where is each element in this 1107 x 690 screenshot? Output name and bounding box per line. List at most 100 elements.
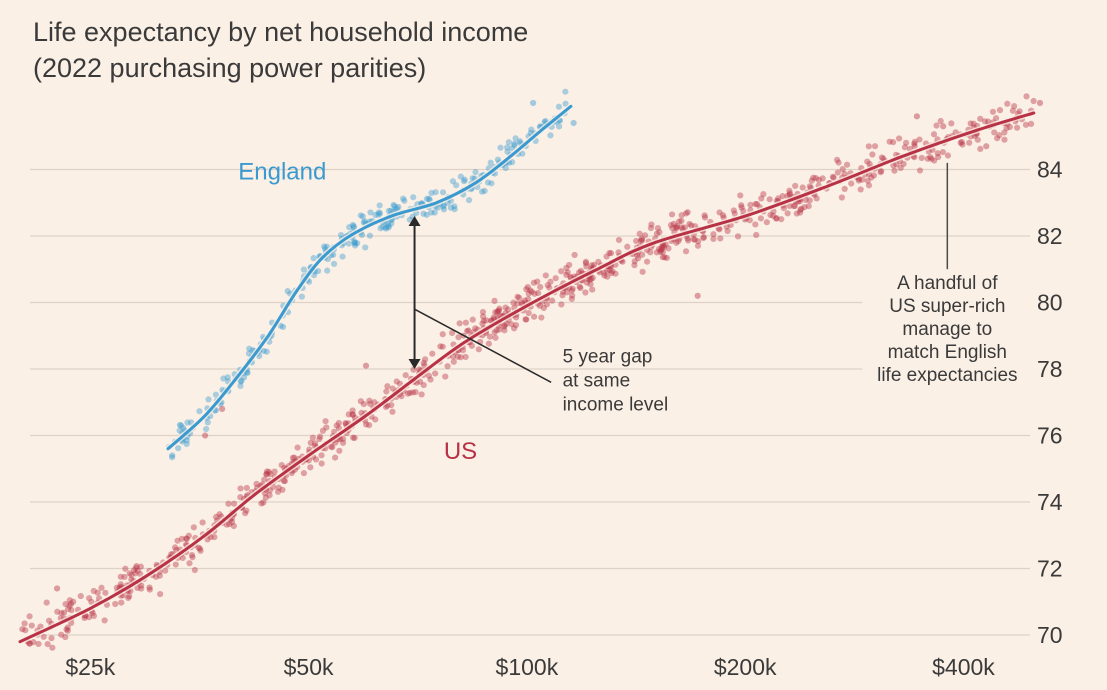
point bbox=[700, 235, 707, 242]
point bbox=[439, 343, 446, 350]
point bbox=[162, 567, 169, 574]
point bbox=[916, 136, 923, 143]
point bbox=[490, 314, 497, 321]
point bbox=[752, 201, 759, 208]
point bbox=[1001, 129, 1008, 136]
point bbox=[357, 212, 364, 219]
point bbox=[491, 297, 498, 304]
point bbox=[991, 129, 998, 136]
point bbox=[339, 253, 346, 260]
point bbox=[184, 419, 191, 426]
point bbox=[688, 222, 695, 229]
point bbox=[686, 220, 693, 228]
point bbox=[501, 323, 508, 330]
point bbox=[710, 235, 717, 243]
point bbox=[535, 289, 542, 297]
point bbox=[806, 197, 813, 204]
point bbox=[893, 161, 900, 168]
point bbox=[615, 249, 622, 256]
point bbox=[449, 329, 456, 337]
y-tick-label-0: 70 bbox=[1037, 622, 1063, 648]
point bbox=[577, 284, 584, 292]
point bbox=[439, 189, 447, 196]
point bbox=[300, 266, 307, 273]
point bbox=[582, 289, 589, 296]
point bbox=[878, 167, 885, 175]
point bbox=[117, 573, 124, 580]
point bbox=[511, 140, 518, 147]
point bbox=[230, 522, 237, 530]
point bbox=[339, 435, 347, 442]
point bbox=[546, 284, 553, 291]
point bbox=[278, 461, 285, 469]
point bbox=[895, 135, 903, 142]
point bbox=[752, 221, 759, 228]
point bbox=[1001, 136, 1008, 143]
point bbox=[864, 177, 871, 184]
point bbox=[558, 301, 565, 308]
point bbox=[125, 594, 132, 602]
point bbox=[48, 635, 55, 642]
point bbox=[778, 216, 785, 223]
point bbox=[465, 327, 472, 334]
point bbox=[582, 258, 589, 265]
point bbox=[390, 201, 397, 209]
gridlines: 70 72 74 76 78 80 82 84 $25k $50k $100k $200k $400k bbox=[30, 157, 1063, 680]
point bbox=[497, 144, 504, 151]
point bbox=[350, 223, 357, 230]
point bbox=[483, 317, 490, 324]
point bbox=[457, 173, 464, 180]
point bbox=[678, 212, 685, 219]
point bbox=[138, 582, 145, 589]
point bbox=[514, 300, 521, 307]
point bbox=[928, 155, 935, 162]
point bbox=[501, 322, 508, 329]
point bbox=[857, 186, 864, 193]
point bbox=[440, 206, 448, 213]
point bbox=[570, 119, 577, 127]
point bbox=[117, 581, 124, 588]
point bbox=[608, 270, 615, 277]
point bbox=[813, 195, 820, 202]
point bbox=[1016, 108, 1023, 115]
point bbox=[937, 117, 944, 125]
point bbox=[375, 209, 382, 216]
super-rich-annotation-line-1: US super-rich bbox=[889, 296, 1005, 317]
point bbox=[504, 144, 511, 151]
point bbox=[86, 595, 93, 602]
point bbox=[603, 253, 610, 260]
series-label-us: US bbox=[444, 438, 477, 465]
point bbox=[243, 484, 250, 492]
point bbox=[265, 468, 272, 475]
point bbox=[523, 286, 530, 293]
point bbox=[724, 227, 731, 235]
point bbox=[753, 231, 760, 239]
point bbox=[191, 566, 198, 574]
point bbox=[461, 176, 468, 183]
point bbox=[530, 99, 537, 107]
point bbox=[263, 471, 270, 478]
point bbox=[996, 132, 1003, 139]
point bbox=[263, 348, 270, 355]
point bbox=[393, 205, 401, 212]
point bbox=[387, 207, 394, 214]
point bbox=[773, 214, 780, 222]
point bbox=[1028, 120, 1035, 128]
point bbox=[534, 278, 541, 285]
point bbox=[322, 418, 329, 425]
point bbox=[318, 452, 325, 459]
point bbox=[351, 238, 358, 245]
point bbox=[525, 290, 532, 297]
point bbox=[654, 224, 662, 232]
point bbox=[660, 244, 667, 251]
point bbox=[760, 191, 767, 198]
point bbox=[1022, 121, 1030, 128]
point bbox=[1009, 107, 1016, 114]
point bbox=[562, 88, 569, 95]
point bbox=[266, 487, 274, 494]
point bbox=[202, 425, 210, 433]
point bbox=[237, 494, 244, 501]
point bbox=[555, 123, 563, 130]
point bbox=[738, 202, 745, 209]
y-tick-label-3: 76 bbox=[1037, 423, 1063, 449]
